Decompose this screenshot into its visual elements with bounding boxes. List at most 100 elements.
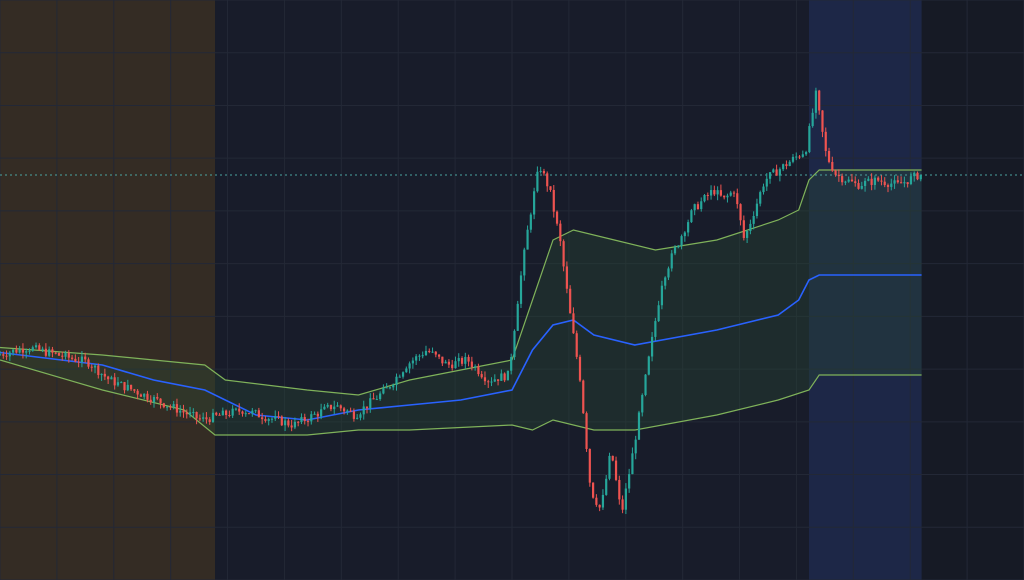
candle-body <box>782 164 785 170</box>
candle-body <box>103 373 106 377</box>
candle-body <box>791 156 795 162</box>
candle-body <box>234 408 238 410</box>
candle-body <box>798 156 801 158</box>
candle-body <box>709 190 713 196</box>
candle-body <box>182 410 185 413</box>
candle-body <box>342 408 346 412</box>
candle-body <box>841 176 844 183</box>
candle-body <box>444 361 447 364</box>
candle-body <box>906 182 909 185</box>
candle-body <box>34 345 38 348</box>
candle-body <box>5 355 8 357</box>
candle-body <box>562 241 565 267</box>
candle-body <box>28 350 31 352</box>
candle-body <box>149 399 152 403</box>
candle-body <box>726 195 729 198</box>
candle-body <box>31 347 34 351</box>
candle-body <box>67 352 70 358</box>
session-shading <box>0 0 922 580</box>
candles <box>0 87 922 515</box>
candle-body <box>742 220 745 238</box>
candle-body <box>74 358 77 362</box>
candle-body <box>788 161 791 166</box>
candle-body <box>759 192 762 204</box>
candle-body <box>477 366 480 375</box>
candle-body <box>267 419 270 421</box>
candle-body <box>827 150 831 162</box>
candle-body <box>333 406 336 410</box>
candle-body <box>749 223 752 232</box>
candle-body <box>264 419 267 421</box>
candle-body <box>621 499 624 510</box>
candle-body <box>238 408 241 412</box>
candle-body <box>696 204 700 210</box>
candle-body <box>280 416 283 426</box>
candle-body <box>703 195 706 202</box>
candle-body <box>569 288 572 314</box>
candle-body <box>228 414 231 416</box>
candle-body <box>496 379 500 381</box>
candle-body <box>772 169 775 173</box>
candle-body <box>198 418 201 420</box>
candle-body <box>834 170 837 175</box>
candle-body <box>598 504 601 508</box>
candle-body <box>860 185 863 189</box>
candle-body <box>369 398 372 409</box>
candle-body <box>424 350 428 356</box>
candle-body <box>326 404 329 407</box>
candle-body <box>100 373 103 375</box>
candle-body <box>143 393 146 397</box>
candle-body <box>903 182 906 184</box>
candle-body <box>185 412 188 415</box>
candle-body <box>539 170 542 172</box>
candle-body <box>126 384 129 391</box>
candle-body <box>208 419 211 423</box>
candle-body <box>857 183 860 189</box>
candle-body <box>362 406 365 415</box>
candle-body <box>474 366 477 368</box>
candle-body <box>555 211 559 224</box>
candle-body <box>536 171 539 192</box>
candle-body <box>736 193 739 205</box>
candle-body <box>811 112 814 127</box>
candle-body <box>270 418 274 420</box>
candle-body <box>582 380 585 414</box>
candle-body <box>716 190 719 195</box>
candle-body <box>628 474 631 489</box>
candle-body <box>434 351 437 355</box>
candle-body <box>179 410 182 413</box>
candle-body <box>38 345 41 350</box>
candle-body <box>44 348 47 356</box>
candle-body <box>375 399 378 401</box>
candle-body <box>221 410 224 416</box>
candle-body <box>2 354 5 356</box>
candle-body <box>346 410 349 412</box>
candle-body <box>70 357 74 359</box>
candle-body <box>844 181 847 183</box>
candle-body <box>487 381 490 383</box>
candle-body <box>542 170 546 174</box>
candle-body <box>336 405 339 407</box>
candle-body <box>824 131 827 151</box>
candle-body <box>54 352 57 354</box>
candle-body <box>611 455 614 461</box>
candle-body <box>84 356 87 360</box>
candle-body <box>408 363 411 369</box>
candle-body <box>775 169 778 176</box>
candle-body <box>523 249 526 276</box>
candle-body <box>385 387 388 389</box>
candle-body <box>41 348 44 350</box>
candle-body <box>129 384 133 390</box>
candle-body <box>77 361 80 363</box>
candle-body <box>447 361 451 365</box>
candle-body <box>746 231 749 238</box>
candle-body <box>605 478 608 495</box>
candle-body <box>12 349 15 353</box>
candle-body <box>192 411 195 413</box>
session-band-0 <box>0 0 216 580</box>
candle-body <box>18 348 21 353</box>
candle-body <box>401 372 405 377</box>
candle-body <box>863 180 867 186</box>
candle-body <box>683 232 686 237</box>
